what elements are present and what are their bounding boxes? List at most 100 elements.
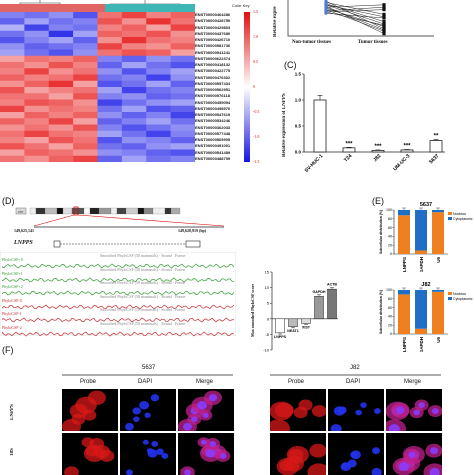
colorbar-tick: 1.5	[253, 9, 258, 14]
heatmap-cell	[73, 137, 98, 144]
heatmap-cell	[48, 155, 74, 162]
heatmap-cell	[146, 62, 171, 69]
colorbar-tick: 0.5	[253, 59, 258, 64]
heatmap-cell	[146, 24, 171, 32]
heatmap-cell	[121, 68, 147, 75]
heatmap-cell	[24, 149, 50, 157]
heatmap-cell	[0, 99, 25, 107]
heatmap-cell	[73, 124, 98, 132]
heatmap-cell	[146, 105, 171, 113]
heatmap-cell	[146, 49, 171, 57]
heatmap-cell	[121, 62, 147, 69]
heatmap-cell	[73, 62, 98, 69]
nucleus-signal	[133, 416, 140, 422]
significance-mark: ***	[374, 144, 382, 150]
heatmap-cell	[97, 12, 123, 19]
panel-e-label: (E)	[372, 196, 384, 206]
heatmap-cell	[170, 124, 195, 132]
microscopy-image	[328, 389, 384, 431]
heatmap-cell	[48, 74, 74, 82]
cytoplasmic-segment	[398, 210, 410, 216]
y-tick-label: 0	[390, 252, 392, 256]
heatmap-cell	[97, 43, 123, 50]
category-label: UM-UC-3	[392, 153, 411, 172]
y-tick-label: 0.5	[295, 124, 302, 129]
heatmap-cell	[121, 18, 147, 25]
track-caption: Smoothed PhyloCSF (58 mammals) · Strand …	[100, 253, 186, 258]
heatmap-cell	[0, 137, 25, 144]
gene-label: ENST00000577448	[195, 130, 231, 136]
heatmap-cell	[146, 80, 171, 88]
error-bar	[402, 207, 406, 210]
error-bar	[419, 207, 423, 210]
micro-column-header: Merge	[196, 379, 214, 385]
cell-signal	[83, 445, 106, 462]
nucleus-segment	[398, 215, 410, 254]
non-tumor-point	[324, 10, 328, 14]
cell-signal	[87, 390, 106, 405]
heatmap-cell	[170, 93, 195, 100]
panel-c-label: (C)	[284, 60, 297, 70]
heatmap-cell	[97, 24, 123, 32]
heatmap-cell	[146, 137, 171, 144]
nucleus-signal	[202, 412, 209, 418]
heatmap-cell	[170, 118, 195, 125]
bar	[314, 296, 324, 320]
y-tick-label: 20	[388, 323, 392, 327]
heatmap-cell	[121, 112, 147, 119]
axes	[287, 0, 434, 37]
cell-signal	[311, 405, 326, 417]
heatmap-cell	[0, 155, 25, 162]
micro-column-header: DAPI	[346, 379, 361, 385]
heatmap-cell	[121, 30, 147, 38]
error-bar	[304, 323, 308, 325]
heatmap-cell	[170, 62, 195, 69]
y-tick-label: 0	[267, 316, 270, 321]
heatmap-cell	[0, 143, 25, 150]
nucleus-signal	[132, 407, 141, 415]
chart-title: 5637	[420, 202, 432, 208]
heatmap-cell	[121, 99, 147, 107]
chromosome-band	[98, 207, 112, 215]
nucleus-signal	[340, 462, 352, 472]
panel-b-ylabel: Relative expre	[273, 6, 278, 38]
y-tick-label: 60	[388, 226, 392, 230]
heatmap-cell	[48, 137, 74, 144]
expression-bar-chart: 0.0 0.5 1.0 1.5 SV-HUC-1 *** T24 *** J82 *** UM-UC…	[295, 72, 445, 174]
panel-f-label: (F)	[2, 345, 14, 355]
heatmap-cell	[146, 112, 171, 119]
pair-line	[325, 4, 385, 18]
heatmap-cell	[73, 155, 98, 162]
gene-label: ENST00000362033	[195, 124, 231, 130]
chromosome-band	[56, 207, 64, 215]
nucleus-signal	[350, 451, 358, 458]
gene-label: ENST00000488759	[195, 155, 231, 161]
nucleus-signal	[330, 424, 342, 431]
heatmap-cell	[73, 74, 98, 82]
legend-swatch-nucleus	[448, 292, 452, 295]
pair-line	[325, 2, 385, 15]
heatmap-cell	[146, 118, 171, 125]
error-bar	[330, 287, 334, 290]
y-axis-label: Subcellular distribution (%)	[379, 290, 383, 334]
heatmap-cell	[97, 30, 123, 38]
heatmap-cell	[121, 105, 147, 113]
heatmap-cell	[97, 74, 123, 82]
nucleus-signal	[360, 402, 367, 408]
bar	[371, 150, 385, 153]
frame-label: PhyloCSF-1	[2, 311, 22, 316]
heatmap-cell	[121, 37, 147, 44]
error-bar	[404, 149, 410, 150]
cytoplasmic-segment	[415, 290, 427, 329]
heatmap-cell	[24, 30, 50, 38]
nucleus-signal	[372, 447, 381, 455]
bar-label: LNPPS	[274, 335, 287, 339]
heatmap-cell	[121, 24, 147, 32]
category-label: SV-HUC-1	[304, 153, 325, 174]
y-tick-label: 15	[265, 270, 270, 275]
error-bar	[346, 147, 352, 148]
nucleus-signal	[200, 439, 207, 445]
gene-label: ENST00000426710	[195, 37, 231, 42]
heatmap-cell	[24, 105, 50, 113]
